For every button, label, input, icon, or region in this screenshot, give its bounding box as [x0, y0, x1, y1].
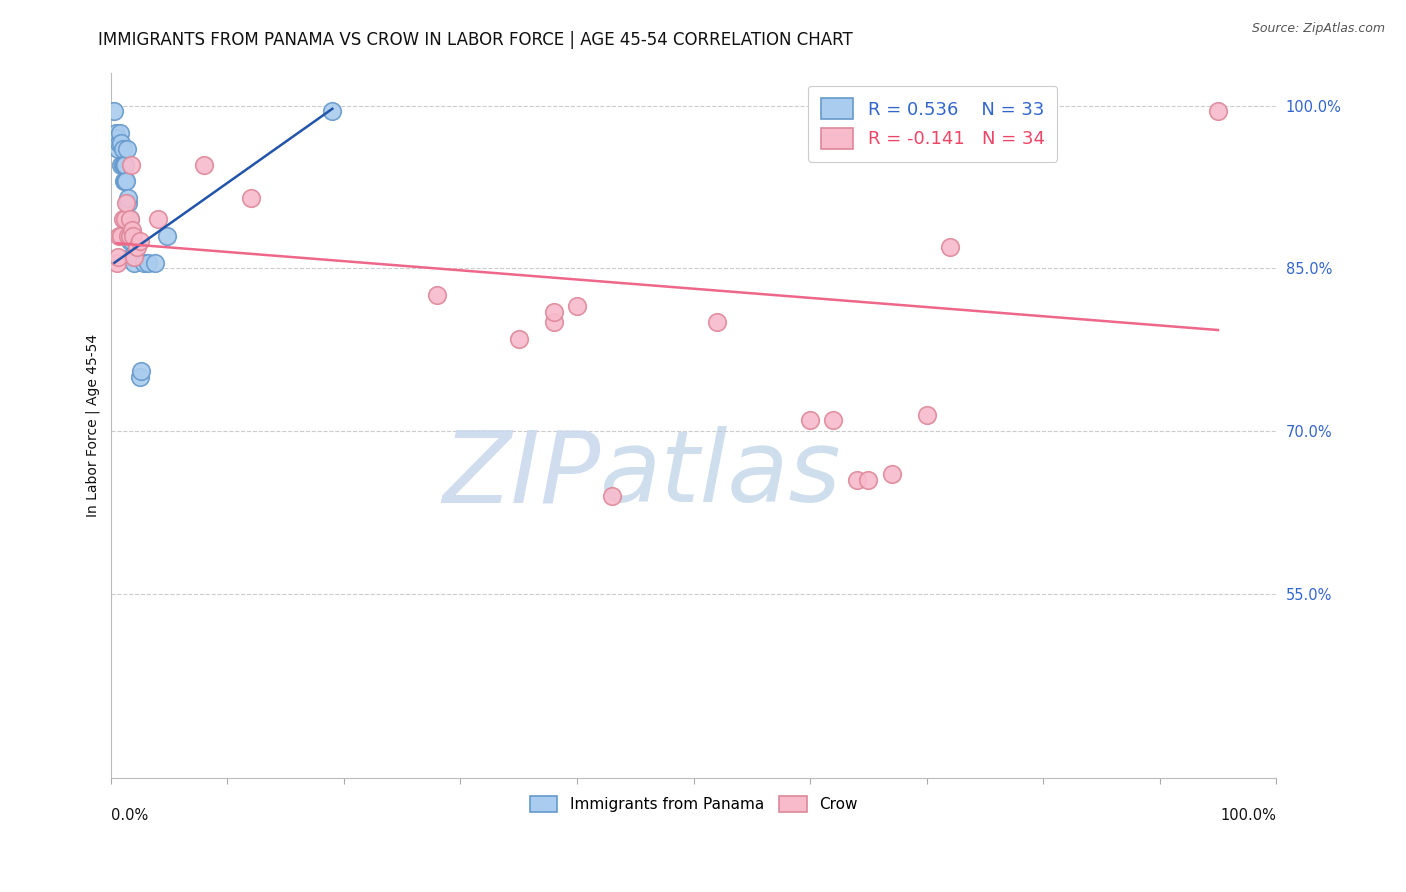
Text: ZIP: ZIP — [441, 426, 600, 524]
Text: 0.0%: 0.0% — [111, 808, 148, 823]
Legend: Immigrants from Panama, Crow: Immigrants from Panama, Crow — [522, 789, 865, 820]
Point — [107, 142, 129, 156]
Point — [108, 228, 131, 243]
Point — [110, 228, 132, 243]
Point — [1206, 103, 1229, 118]
Point — [114, 212, 136, 227]
Point — [121, 234, 143, 248]
Point — [118, 212, 141, 227]
Point — [706, 315, 728, 329]
Point — [799, 413, 821, 427]
Point — [115, 142, 138, 156]
Point — [114, 158, 136, 172]
Point — [156, 228, 179, 243]
Point — [117, 228, 139, 243]
Text: atlas: atlas — [600, 426, 842, 524]
Point — [103, 103, 125, 118]
Point — [112, 158, 135, 172]
Point — [112, 174, 135, 188]
Point — [115, 196, 138, 211]
Point — [132, 256, 155, 270]
Point — [146, 212, 169, 227]
Point — [508, 332, 530, 346]
Point — [120, 158, 142, 172]
Point — [129, 364, 152, 378]
Point — [543, 315, 565, 329]
Point — [939, 239, 962, 253]
Point — [118, 228, 141, 243]
Point — [107, 251, 129, 265]
Point — [104, 126, 127, 140]
Point — [193, 158, 215, 172]
Text: Source: ZipAtlas.com: Source: ZipAtlas.com — [1251, 22, 1385, 36]
Point — [110, 136, 132, 151]
Point — [120, 251, 142, 265]
Point — [121, 251, 143, 265]
Point — [823, 413, 845, 427]
Point — [129, 369, 152, 384]
Point — [321, 103, 343, 118]
Point — [121, 223, 143, 237]
Point — [108, 136, 131, 151]
Point — [105, 256, 128, 270]
Point — [143, 256, 166, 270]
Point — [122, 251, 145, 265]
Point — [239, 191, 262, 205]
Point — [600, 489, 623, 503]
Point — [118, 212, 141, 227]
Point — [122, 256, 145, 270]
Point — [105, 131, 128, 145]
Point — [117, 196, 139, 211]
Point — [129, 234, 152, 248]
Point — [105, 131, 128, 145]
Point — [858, 473, 880, 487]
Point — [117, 191, 139, 205]
Point — [122, 228, 145, 243]
Point — [426, 288, 449, 302]
Point — [915, 408, 938, 422]
Point — [124, 251, 146, 265]
Y-axis label: In Labor Force | Age 45-54: In Labor Force | Age 45-54 — [86, 334, 100, 517]
Point — [115, 174, 138, 188]
Point — [111, 158, 134, 172]
Text: 100.0%: 100.0% — [1220, 808, 1277, 823]
Point — [136, 256, 159, 270]
Point — [880, 467, 903, 482]
Point — [125, 239, 148, 253]
Point — [845, 473, 868, 487]
Text: IMMIGRANTS FROM PANAMA VS CROW IN LABOR FORCE | AGE 45-54 CORRELATION CHART: IMMIGRANTS FROM PANAMA VS CROW IN LABOR … — [98, 31, 853, 49]
Point — [110, 126, 132, 140]
Point — [565, 299, 588, 313]
Point — [543, 304, 565, 318]
Point — [110, 158, 132, 172]
Point — [114, 174, 136, 188]
Point — [111, 212, 134, 227]
Point — [118, 234, 141, 248]
Point — [111, 142, 134, 156]
